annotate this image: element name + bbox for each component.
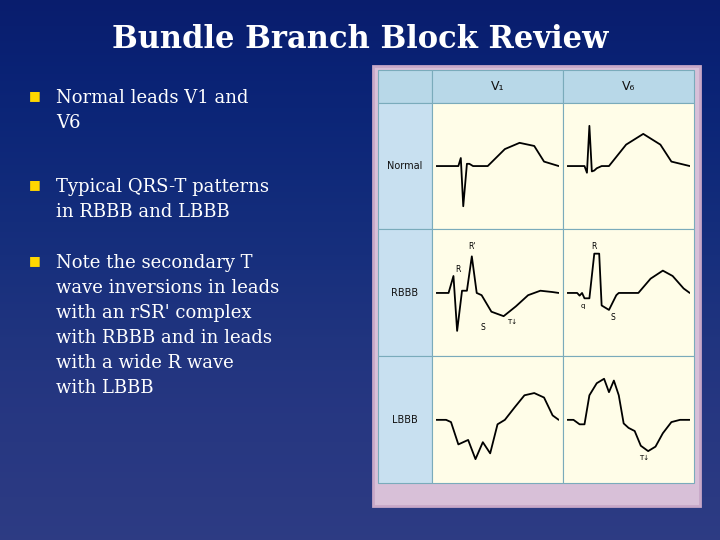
Text: R: R [456,265,461,274]
Text: R': R' [468,241,476,251]
Text: Normal: Normal [387,161,423,171]
Text: V₁: V₁ [491,80,504,93]
Text: Typical QRS-T patterns
in RBBB and LBBB: Typical QRS-T patterns in RBBB and LBBB [56,178,269,221]
Text: R: R [592,241,597,251]
Text: Note the secondary T
wave inversions in leads
with an rSR' complex
with RBBB and: Note the secondary T wave inversions in … [56,254,279,397]
Text: T↓: T↓ [639,455,649,461]
Text: ■: ■ [29,254,40,267]
Text: ■: ■ [29,178,40,191]
Text: ■: ■ [29,89,40,102]
Text: S: S [480,323,485,332]
Text: q: q [581,303,585,309]
Text: S: S [611,313,615,322]
Text: RBBB: RBBB [392,288,418,298]
Text: T↓: T↓ [507,319,517,325]
Text: Normal leads V1 and
V6: Normal leads V1 and V6 [56,89,248,132]
Text: Bundle Branch Block Review: Bundle Branch Block Review [112,24,608,55]
Text: LBBB: LBBB [392,415,418,425]
Text: V₆: V₆ [622,80,635,93]
